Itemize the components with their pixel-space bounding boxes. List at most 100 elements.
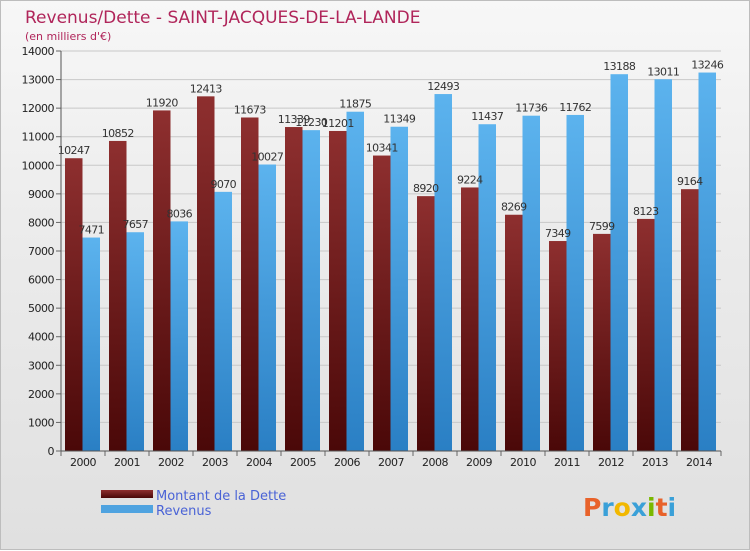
data-label-revenus: 11437	[471, 110, 504, 123]
legend: Montant de la Dette Revenus	[101, 489, 286, 519]
bar-revenus	[390, 126, 408, 451]
x-tick-label: 2012	[598, 456, 624, 469]
logo-letter: t	[656, 493, 668, 522]
chart-title: Revenus/Dette - SAINT-JACQUES-DE-LA-LAND…	[25, 8, 420, 28]
legend-swatch-debt	[101, 490, 153, 498]
data-label-revenus: 11762	[559, 101, 591, 114]
y-tick-label: 14000	[22, 45, 55, 58]
y-tick-label: 0	[48, 445, 55, 458]
bar-dette	[637, 218, 655, 451]
bar-dette	[109, 140, 127, 451]
y-tick-label: 11000	[22, 131, 55, 144]
data-label-revenus: 9070	[210, 178, 236, 191]
legend-label-debt: Montant de la Dette	[156, 489, 286, 504]
proxiti-logo: Proxiti	[583, 493, 676, 522]
bar-revenus	[126, 232, 144, 451]
data-label-revenus: 11736	[515, 102, 548, 115]
y-tick-label: 13000	[22, 74, 55, 87]
data-label-dette: 7349	[545, 227, 571, 240]
bar-revenus	[478, 124, 496, 451]
data-label-dette: 7599	[589, 220, 615, 233]
bar-revenus	[610, 74, 628, 451]
y-axis-ticks: 0 1000 2000 3000 4000 5000 6000 7000 8000 9000 100…	[22, 45, 61, 458]
data-label-dette: 8920	[413, 182, 439, 195]
bar-revenus	[566, 114, 584, 451]
data-label-dette: 10247	[58, 144, 91, 157]
x-tick-label: 2009	[466, 456, 492, 469]
bar-dette	[593, 233, 611, 451]
logo-letter: x	[631, 493, 647, 522]
data-label-dette: 8269	[501, 201, 527, 214]
data-label-dette: 9224	[457, 173, 483, 186]
bar-revenus	[214, 191, 232, 451]
logo-letter: i	[647, 493, 656, 522]
data-label-dette: 9164	[677, 175, 703, 188]
bar-revenus	[346, 111, 364, 451]
bar-dette	[329, 130, 347, 451]
data-label-revenus: 13011	[647, 65, 679, 78]
bar-revenus	[434, 94, 452, 452]
data-label-dette: 12413	[190, 82, 223, 95]
axes	[60, 51, 721, 452]
x-tick-label: 2013	[642, 456, 668, 469]
data-label-dette: 11673	[234, 103, 267, 116]
bar-dette	[153, 110, 171, 451]
x-tick-label: 2011	[554, 456, 580, 469]
y-tick-label: 4000	[28, 331, 54, 344]
bars	[65, 72, 716, 452]
bar-revenus	[522, 115, 540, 451]
x-tick-label: 2000	[70, 456, 96, 469]
data-label-revenus: 7471	[78, 224, 104, 237]
y-tick-label: 1000	[28, 416, 54, 429]
x-tick-label: 2002	[158, 456, 184, 469]
data-label-revenus: 10027	[251, 151, 284, 164]
data-label-revenus: 12493	[427, 80, 460, 93]
x-axis-ticks: 2000 2001 2002 2003 2004 2005 2006 2007 2008 2009…	[60, 451, 722, 469]
data-label-dette: 8123	[633, 205, 659, 218]
bar-dette	[241, 117, 259, 451]
data-labels: 10247 7471 10852 7657 11920 8036 12413 9070 1167…	[58, 59, 725, 240]
y-tick-label: 7000	[28, 245, 54, 258]
bar-revenus	[698, 72, 716, 452]
x-tick-label: 2007	[378, 456, 404, 469]
x-tick-label: 2004	[246, 456, 272, 469]
logo-letter: P	[583, 493, 601, 522]
logo-letter: o	[614, 493, 631, 522]
data-label-revenus: 13188	[603, 60, 636, 73]
x-tick-label: 2001	[114, 456, 140, 469]
x-tick-label: 2005	[290, 456, 316, 469]
data-label-revenus: 11349	[383, 113, 416, 126]
x-tick-label: 2008	[422, 456, 448, 469]
bar-dette	[549, 241, 567, 451]
data-label-dette: 10852	[102, 127, 134, 140]
logo-letter: i	[668, 493, 677, 522]
y-tick-label: 9000	[28, 188, 54, 201]
chart-subtitle: (en milliers d'€)	[25, 30, 111, 43]
data-label-revenus: 8036	[166, 207, 192, 220]
data-label-revenus: 11230	[295, 116, 328, 129]
data-label-revenus: 13246	[691, 59, 724, 72]
x-tick-label: 2006	[334, 456, 360, 469]
bar-dette	[197, 96, 215, 451]
data-label-revenus: 11875	[339, 98, 372, 111]
bar-dette	[65, 158, 83, 451]
y-tick-label: 12000	[22, 102, 55, 115]
y-tick-label: 5000	[28, 302, 54, 315]
bar-dette	[505, 214, 523, 451]
y-tick-label: 6000	[28, 274, 54, 287]
x-tick-label: 2003	[202, 456, 228, 469]
data-label-dette: 11339	[278, 113, 311, 126]
data-label-dette: 11920	[146, 96, 179, 109]
x-tick-label: 2014	[686, 456, 712, 469]
data-label-dette: 11201	[322, 117, 354, 130]
data-label-dette: 10341	[366, 142, 398, 155]
legend-label-revenus: Revenus	[156, 504, 212, 519]
bar-revenus	[82, 237, 100, 451]
logo-letter: r	[601, 493, 614, 522]
y-tick-label: 3000	[28, 359, 54, 372]
bar-dette	[681, 189, 699, 451]
bar-dette	[461, 187, 479, 451]
y-tick-label: 8000	[28, 216, 54, 229]
x-tick-label: 2010	[510, 456, 536, 469]
